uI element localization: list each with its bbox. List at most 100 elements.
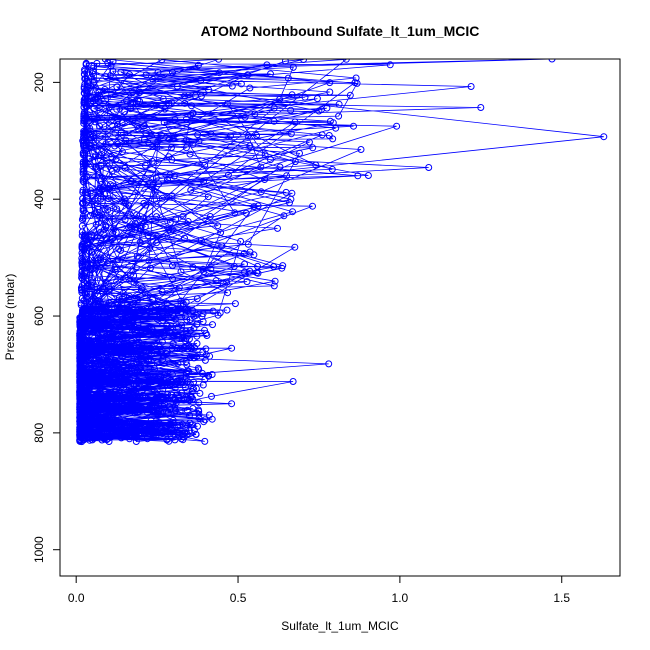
data-point <box>158 378 166 386</box>
data-point <box>94 306 102 314</box>
data-point <box>149 432 157 440</box>
data-point <box>250 203 258 211</box>
data-point <box>79 214 87 222</box>
data-point <box>364 172 372 179</box>
data-point <box>270 104 278 112</box>
data-point <box>193 295 201 303</box>
data-point <box>190 385 197 393</box>
data-point <box>142 201 150 209</box>
data-point <box>103 419 111 427</box>
data-point <box>78 288 86 296</box>
data-point <box>96 184 104 192</box>
data-point <box>145 257 153 265</box>
data-point <box>270 117 278 125</box>
data-point <box>105 369 112 377</box>
data-point <box>153 394 161 402</box>
data-point <box>335 112 343 120</box>
data-point <box>179 378 187 386</box>
data-point <box>134 306 142 314</box>
data-point <box>81 421 89 429</box>
data-point <box>237 237 245 245</box>
data-point <box>198 312 206 320</box>
data-point <box>94 211 102 219</box>
data-point <box>92 95 99 103</box>
data-point <box>140 421 148 428</box>
data-point <box>173 345 181 353</box>
y-tick-label: 1000 <box>32 536 46 563</box>
data-point <box>267 70 274 78</box>
data-point <box>113 386 121 393</box>
data-point <box>182 374 190 382</box>
data-point <box>169 275 176 283</box>
data-point <box>79 158 87 166</box>
data-point <box>76 321 84 329</box>
data-point <box>193 320 201 328</box>
data-point <box>189 140 197 148</box>
data-point <box>186 327 194 335</box>
data-point <box>121 432 129 440</box>
data-point <box>84 406 92 414</box>
data-point <box>386 61 394 69</box>
data-point <box>137 224 145 232</box>
data-point <box>228 344 236 352</box>
data-point <box>158 338 166 346</box>
data-point <box>182 358 190 366</box>
data-point <box>186 419 194 427</box>
data-point <box>78 243 86 250</box>
data-point <box>160 371 168 379</box>
data-point <box>244 240 252 248</box>
data-point <box>80 174 88 182</box>
data-point <box>119 353 127 361</box>
data-point <box>81 290 89 298</box>
data-point <box>79 205 87 212</box>
data-point <box>230 262 238 270</box>
data-point <box>97 239 105 247</box>
x-tick-label: 0.0 <box>68 591 85 605</box>
data-point <box>187 186 195 194</box>
data-point <box>85 247 93 255</box>
data-point <box>179 331 187 339</box>
data-point <box>104 406 111 414</box>
data-point <box>261 151 269 159</box>
data-point <box>183 307 191 315</box>
data-point <box>195 399 203 407</box>
data-point <box>109 235 117 242</box>
data-point <box>115 405 123 413</box>
data-point <box>309 144 317 152</box>
data-point <box>243 278 251 286</box>
data-point <box>163 436 171 444</box>
y-tick-label: 200 <box>32 72 46 92</box>
data-point <box>194 61 202 69</box>
data-point <box>214 222 222 230</box>
data-point <box>79 275 87 283</box>
x-tick-label: 1.5 <box>553 591 570 605</box>
data-point <box>188 102 195 110</box>
data-point <box>82 113 90 121</box>
data-point <box>129 100 137 108</box>
data-point <box>144 232 152 240</box>
data-point <box>79 175 87 183</box>
data-point <box>98 370 106 378</box>
data-point <box>289 378 297 385</box>
data-point <box>153 404 161 412</box>
data-point <box>301 93 309 101</box>
data-point <box>117 434 125 442</box>
data-point <box>288 91 296 99</box>
data-point <box>148 313 155 321</box>
data-point <box>267 156 274 164</box>
data-point <box>165 99 173 107</box>
data-point <box>178 321 186 329</box>
data-point <box>121 216 129 224</box>
data-point <box>123 306 131 314</box>
data-point <box>92 163 100 171</box>
data-point <box>111 142 119 150</box>
data-point <box>93 59 101 67</box>
data-point <box>142 129 150 137</box>
data-point <box>81 189 89 197</box>
data-point <box>346 91 354 99</box>
data-point <box>145 405 153 413</box>
data-point <box>145 378 153 386</box>
data-point <box>113 345 121 353</box>
data-point <box>200 418 208 426</box>
data-point <box>166 218 174 226</box>
